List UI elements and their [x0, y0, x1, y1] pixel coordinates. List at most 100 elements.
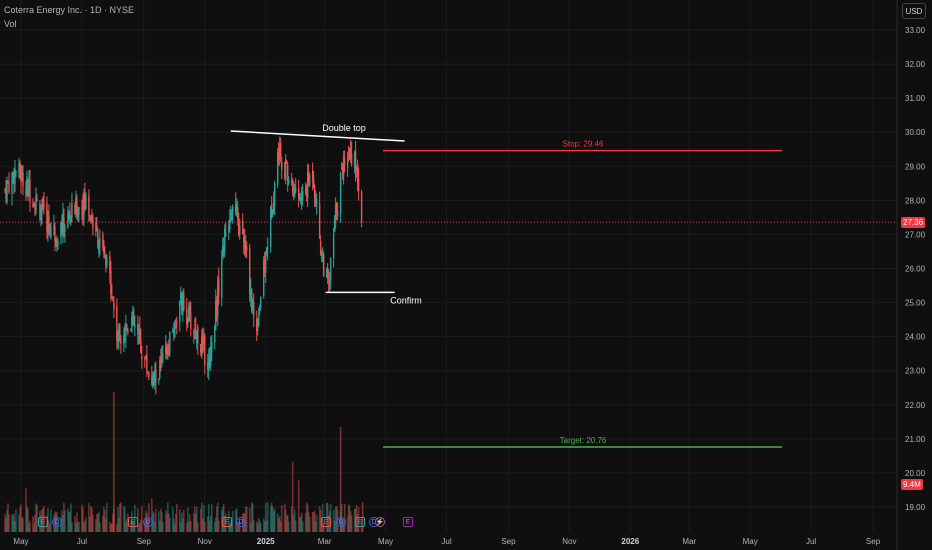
earnings-icon[interactable]: E — [355, 517, 365, 527]
volume-bar — [83, 522, 85, 532]
dividend-icon[interactable]: D — [52, 517, 62, 527]
earnings-icon[interactable]: E — [321, 517, 331, 527]
candle-body — [200, 343, 202, 353]
volume-bar — [196, 522, 199, 532]
candle-body — [70, 216, 72, 222]
candle-body — [216, 299, 218, 313]
double-top-line[interactable] — [230, 130, 405, 142]
volume-bar — [28, 523, 30, 532]
candle-body — [7, 182, 9, 184]
volume-bar — [357, 506, 360, 532]
candle-body — [350, 153, 353, 165]
candle-body — [84, 194, 86, 205]
volume-bar — [234, 509, 237, 532]
volume-bar — [251, 503, 254, 532]
volume-bar — [301, 521, 304, 532]
candle-body — [270, 203, 273, 218]
volume-bar — [76, 512, 78, 532]
volume-bar — [194, 513, 197, 532]
earnings-icon[interactable]: E — [128, 517, 138, 527]
volume-bar — [312, 512, 315, 532]
candle-body — [123, 335, 125, 346]
time-tick-label: May — [13, 537, 28, 546]
candle-body — [320, 253, 323, 257]
earnings-icon[interactable]: E — [38, 517, 48, 527]
candle-body — [64, 225, 66, 232]
volume-bar — [154, 521, 156, 532]
candle-body — [208, 358, 210, 372]
volume-bar — [236, 522, 239, 532]
volume-bar — [159, 520, 161, 532]
volume-bar — [22, 518, 24, 532]
volume-indicator-label[interactable]: Vol — [4, 19, 17, 29]
candle-body — [197, 326, 199, 345]
candle-body — [109, 255, 111, 274]
volume-bar — [103, 506, 105, 532]
candle-body — [147, 372, 149, 373]
candle-body — [232, 206, 234, 213]
candle-body — [341, 164, 344, 173]
time-tick-label: Sep — [866, 537, 881, 546]
candle-body — [19, 163, 21, 177]
volume-bar — [131, 510, 133, 532]
volume-bar — [179, 521, 182, 532]
candle-body — [265, 251, 267, 273]
volume-bar — [49, 523, 51, 532]
volume-bar — [339, 427, 342, 532]
volume-bar — [306, 504, 309, 532]
time-tick-label: Mar — [318, 537, 332, 546]
price-tick-label: 32.00 — [905, 60, 926, 69]
candle-body — [168, 348, 170, 356]
volume-bar — [206, 516, 209, 532]
candle-body — [144, 357, 146, 359]
bolt-icon[interactable]: ⚡ — [375, 517, 385, 527]
volume-bar — [90, 506, 92, 532]
candle-body — [245, 244, 247, 253]
volume-bar — [92, 514, 94, 532]
volume-bar — [25, 488, 27, 532]
candle-body — [304, 188, 307, 193]
volume-bar — [176, 503, 178, 532]
dividend-icon[interactable]: D — [336, 517, 346, 527]
volume-bar — [155, 509, 157, 532]
volume-bar — [167, 502, 169, 532]
volume-bar — [297, 480, 300, 532]
volume-bar — [216, 502, 219, 532]
volume-bar — [134, 504, 136, 532]
volume-bar — [127, 513, 129, 532]
volume-bar — [293, 509, 296, 532]
candle-body — [119, 325, 121, 338]
earnings-icon[interactable]: E — [222, 517, 232, 527]
candle-body — [180, 292, 182, 303]
volume-bar — [245, 506, 248, 532]
volume-bar — [265, 520, 268, 532]
candle-body — [214, 326, 216, 343]
candle-body — [77, 214, 79, 216]
candle-body — [78, 207, 80, 215]
candle-body — [336, 211, 339, 217]
candle-body — [237, 206, 239, 220]
volume-bar — [209, 515, 212, 532]
volume-bar — [169, 517, 171, 532]
volume-bar — [21, 516, 23, 532]
candle-body — [90, 219, 92, 221]
volume-bar — [291, 461, 294, 532]
price-tick-label: 28.00 — [905, 196, 926, 205]
candle-body — [22, 173, 24, 187]
candle-body — [257, 328, 259, 331]
dividend-icon[interactable]: D — [143, 517, 153, 527]
candle-body — [284, 159, 287, 181]
dividend-icon[interactable]: D — [236, 517, 246, 527]
candle-body — [318, 203, 321, 239]
volume-bar — [231, 511, 234, 532]
candle-body — [285, 160, 288, 164]
earnings-icon[interactable]: E — [403, 517, 413, 527]
candle-body — [161, 355, 163, 363]
candle-body — [21, 172, 23, 182]
candle-body — [160, 358, 162, 363]
candle-body — [325, 267, 328, 278]
currency-button[interactable]: USD — [902, 3, 926, 19]
candle-body — [5, 187, 7, 199]
candle-body — [292, 192, 295, 195]
